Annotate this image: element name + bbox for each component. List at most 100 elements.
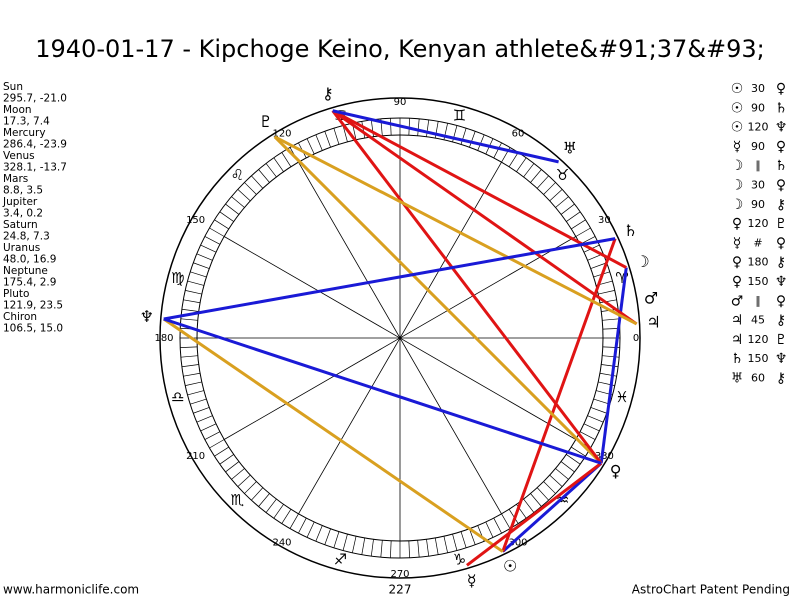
degree-label: 120	[272, 129, 291, 140]
aspect-planet: ⚷	[776, 197, 786, 213]
planet-name: Jupiter	[2, 196, 38, 208]
zodiac-sign: ♏	[231, 491, 245, 509]
ring-tick	[265, 498, 277, 513]
planet-name: Pluto	[3, 288, 29, 300]
planet-glyph: ♃	[646, 312, 660, 331]
aspect-planet: ☿	[733, 235, 742, 251]
ring-tick	[460, 531, 467, 548]
planet-position: 24.8, 7.3	[3, 231, 50, 243]
ring-tick	[536, 487, 549, 501]
ring-tick	[183, 372, 201, 377]
planet-name: Sun	[3, 81, 23, 93]
ring-tick	[501, 513, 511, 529]
planet-position: 295.7, -21.0	[3, 93, 67, 105]
planet-position: 3.4, 0.2	[3, 208, 43, 220]
ring-tick	[181, 364, 199, 368]
ring-tick	[523, 498, 535, 513]
ring-tick	[187, 390, 205, 396]
aspect-type: ∥	[755, 294, 761, 307]
ring-tick	[575, 227, 591, 237]
planet-glyph: ☉	[503, 556, 517, 575]
ring-tick	[231, 468, 245, 480]
aspect-planet: ♅	[731, 371, 744, 387]
aspect-planet: ♆	[775, 274, 788, 290]
ring-tick	[281, 152, 292, 167]
ring-tick	[306, 521, 315, 538]
aspect-type: 90	[751, 101, 765, 114]
zodiac-sign: ♑	[453, 551, 466, 569]
aspect-planet: ♇	[775, 332, 788, 348]
aspect-line	[331, 109, 638, 326]
planet-name: Saturn	[3, 219, 38, 231]
planet-glyph: ☿	[467, 571, 477, 590]
zodiac-sign: ♌	[231, 166, 244, 184]
ring-tick	[543, 481, 556, 494]
ring-tick	[181, 308, 199, 312]
zodiac-sign: ♓	[615, 388, 628, 406]
ring-tick	[200, 244, 217, 253]
planet-position: 175.4, 2.9	[3, 277, 56, 289]
degree-label: 0	[633, 333, 639, 344]
aspect-planet: ♇	[775, 216, 788, 232]
title: 1940-01-17 - Kipchoge Keino, Kenyan athl…	[35, 35, 765, 63]
ring-tick	[477, 134, 485, 151]
aspect-type: 120	[748, 121, 769, 134]
ring-tick	[417, 118, 420, 136]
ring-tick	[590, 262, 607, 269]
ring-tick	[530, 493, 542, 507]
ring-tick	[549, 474, 563, 487]
aspect-line	[331, 109, 603, 465]
ring-tick	[370, 119, 374, 137]
aspect-type: 150	[748, 275, 769, 288]
aspect-line	[274, 135, 638, 326]
outer-circle	[159, 97, 641, 579]
aspect-planet: ⚷	[776, 371, 786, 387]
ring-tick	[571, 219, 586, 230]
planet-name: Neptune	[3, 265, 48, 277]
aspect-planet: ☽	[731, 158, 744, 174]
aspect-planet: ☽	[731, 178, 744, 194]
ring-tick	[196, 415, 213, 423]
planet-position: 286.4, -23.9	[3, 139, 67, 151]
aspect-line	[466, 462, 603, 567]
ring-tick	[324, 528, 331, 545]
ring-tick	[530, 169, 542, 183]
aspect-planet: ♀	[776, 178, 786, 194]
ring-tick	[426, 119, 430, 137]
planet-position: 17.3, 7.4	[3, 116, 50, 128]
planet-position: 121.9, 23.5	[3, 300, 63, 312]
ring-tick	[555, 468, 569, 480]
ring-tick	[426, 539, 430, 557]
ring-tick	[469, 131, 476, 148]
ring-tick	[516, 157, 527, 172]
ring-tick	[390, 118, 392, 136]
ring-tick	[460, 128, 467, 145]
ring-tick	[204, 236, 221, 245]
aspect-line	[501, 462, 603, 553]
ring-tick	[508, 152, 519, 167]
ring-tick	[289, 513, 299, 529]
ring-tick	[225, 203, 240, 215]
ring-tick	[593, 398, 610, 405]
ring-tick	[187, 280, 205, 286]
ring-tick	[361, 537, 366, 555]
zodiac-sign: ♊	[453, 106, 466, 124]
planet-name: Chiron	[3, 311, 37, 323]
ring-tick	[434, 537, 439, 555]
degree-label: 300	[508, 537, 527, 548]
ring-tick	[315, 525, 323, 542]
aspect-planet: ☉	[731, 100, 744, 116]
ring-tick	[209, 439, 225, 449]
ring-tick	[536, 175, 549, 189]
ring-tick	[258, 493, 270, 507]
planet-glyph: ♀	[610, 462, 622, 481]
planet-glyph: ☽	[635, 252, 649, 271]
ring-tick	[555, 196, 569, 208]
aspect-planet: ♃	[731, 332, 744, 348]
ring-tick	[342, 125, 348, 143]
ring-tick	[602, 318, 620, 321]
zodiac-sign: ♍	[171, 269, 184, 287]
planet-glyph: ♂	[644, 289, 658, 308]
aspect-planet: ♄	[775, 158, 788, 174]
aspect-type: 180	[748, 256, 769, 269]
